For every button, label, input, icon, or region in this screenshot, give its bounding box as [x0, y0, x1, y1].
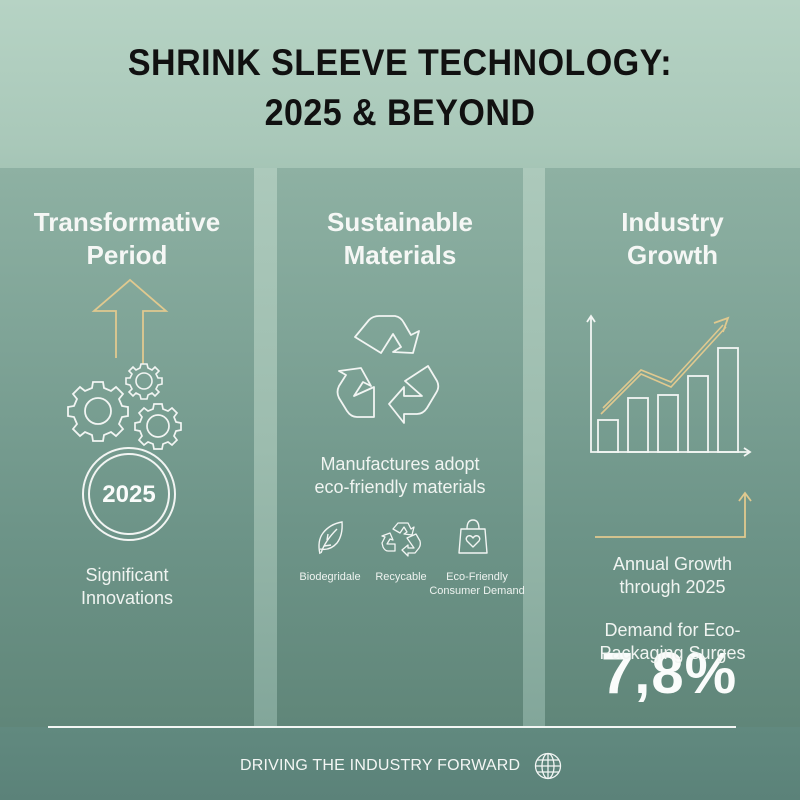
feature-label-biodegradable: Biodegridale — [299, 571, 361, 583]
demand-caption: Demand for Eco- Packaging Surges — [545, 619, 800, 665]
heading-line-1: Sustainable — [327, 207, 473, 237]
leaf-icon — [318, 521, 343, 555]
title-line-1: SHRINK SLEEVE TECHNOLOGY: — [127, 42, 673, 83]
heading-line-1: Industry — [621, 207, 724, 237]
bar-chart-trend-icon — [586, 314, 752, 457]
caption-line-1: Demand for Eco- — [604, 620, 741, 640]
growth-stat-value: 7,8% — [601, 641, 738, 706]
recycle-small-icon — [381, 522, 421, 557]
panel-heading: Industry Growth — [545, 206, 800, 272]
feature-label-eco-friendly: Eco-Friendly Consumer Demand — [427, 570, 527, 598]
heading-line-2: Materials — [343, 240, 457, 270]
year-badge: 2025 — [102, 481, 156, 508]
caption-line-2: through 2025 — [619, 577, 726, 597]
title-line-2: 2025 & BEYOND — [264, 92, 536, 133]
caption-line-2: eco-friendly materials — [314, 477, 486, 497]
feature-label-line-2: Consumer Demand — [429, 585, 525, 597]
panel-gap — [523, 168, 545, 727]
caption-line-1: Significant — [85, 565, 169, 585]
gears-with-up-arrow-icon — [67, 278, 182, 541]
feature-label-line-1: Eco-Friendly — [446, 571, 508, 583]
panel-heading: Transformative Period — [0, 206, 254, 272]
footer-divider — [48, 726, 736, 728]
caption-line-1: Annual Growth — [612, 554, 733, 574]
heading-line-1: Transformative — [33, 207, 221, 237]
footer-tagline: DRIVING THE INDUSTRY FORWARD — [240, 757, 521, 774]
panel-sustainable-materials: Sustainable Materials Manufactures adopt… — [277, 168, 525, 727]
caption-line-2: Packaging Surges — [599, 643, 746, 663]
heading-line-2: Period — [86, 240, 168, 270]
recycle-icon — [336, 315, 440, 424]
panel-gap — [254, 168, 277, 727]
panel-caption: Manufactures adopt eco-friendly material… — [277, 453, 523, 499]
growth-caption: Annual Growth through 2025 — [545, 553, 800, 599]
page-title: SHRINK SLEEVE TECHNOLOGY: 2025 & BEYOND — [32, 38, 768, 138]
panel-caption: Significant Innovations — [0, 564, 254, 610]
panel-transformative-period: Transformative Period 2025 Significant I… — [0, 168, 254, 727]
panel-industry-growth: Industry Growth 7,8% Annual Growth throu… — [545, 168, 800, 727]
panel-heading: Sustainable Materials — [277, 206, 523, 272]
heading-line-2: Growth — [627, 240, 718, 270]
up-arrow-icon — [595, 491, 752, 538]
caption-line-1: Manufactures adopt — [320, 454, 480, 474]
globe-icon — [534, 752, 562, 780]
shopping-bag-heart-icon — [458, 519, 488, 554]
caption-line-2: Innovations — [80, 588, 174, 608]
feature-label-recyclable: Recycable — [375, 571, 427, 583]
